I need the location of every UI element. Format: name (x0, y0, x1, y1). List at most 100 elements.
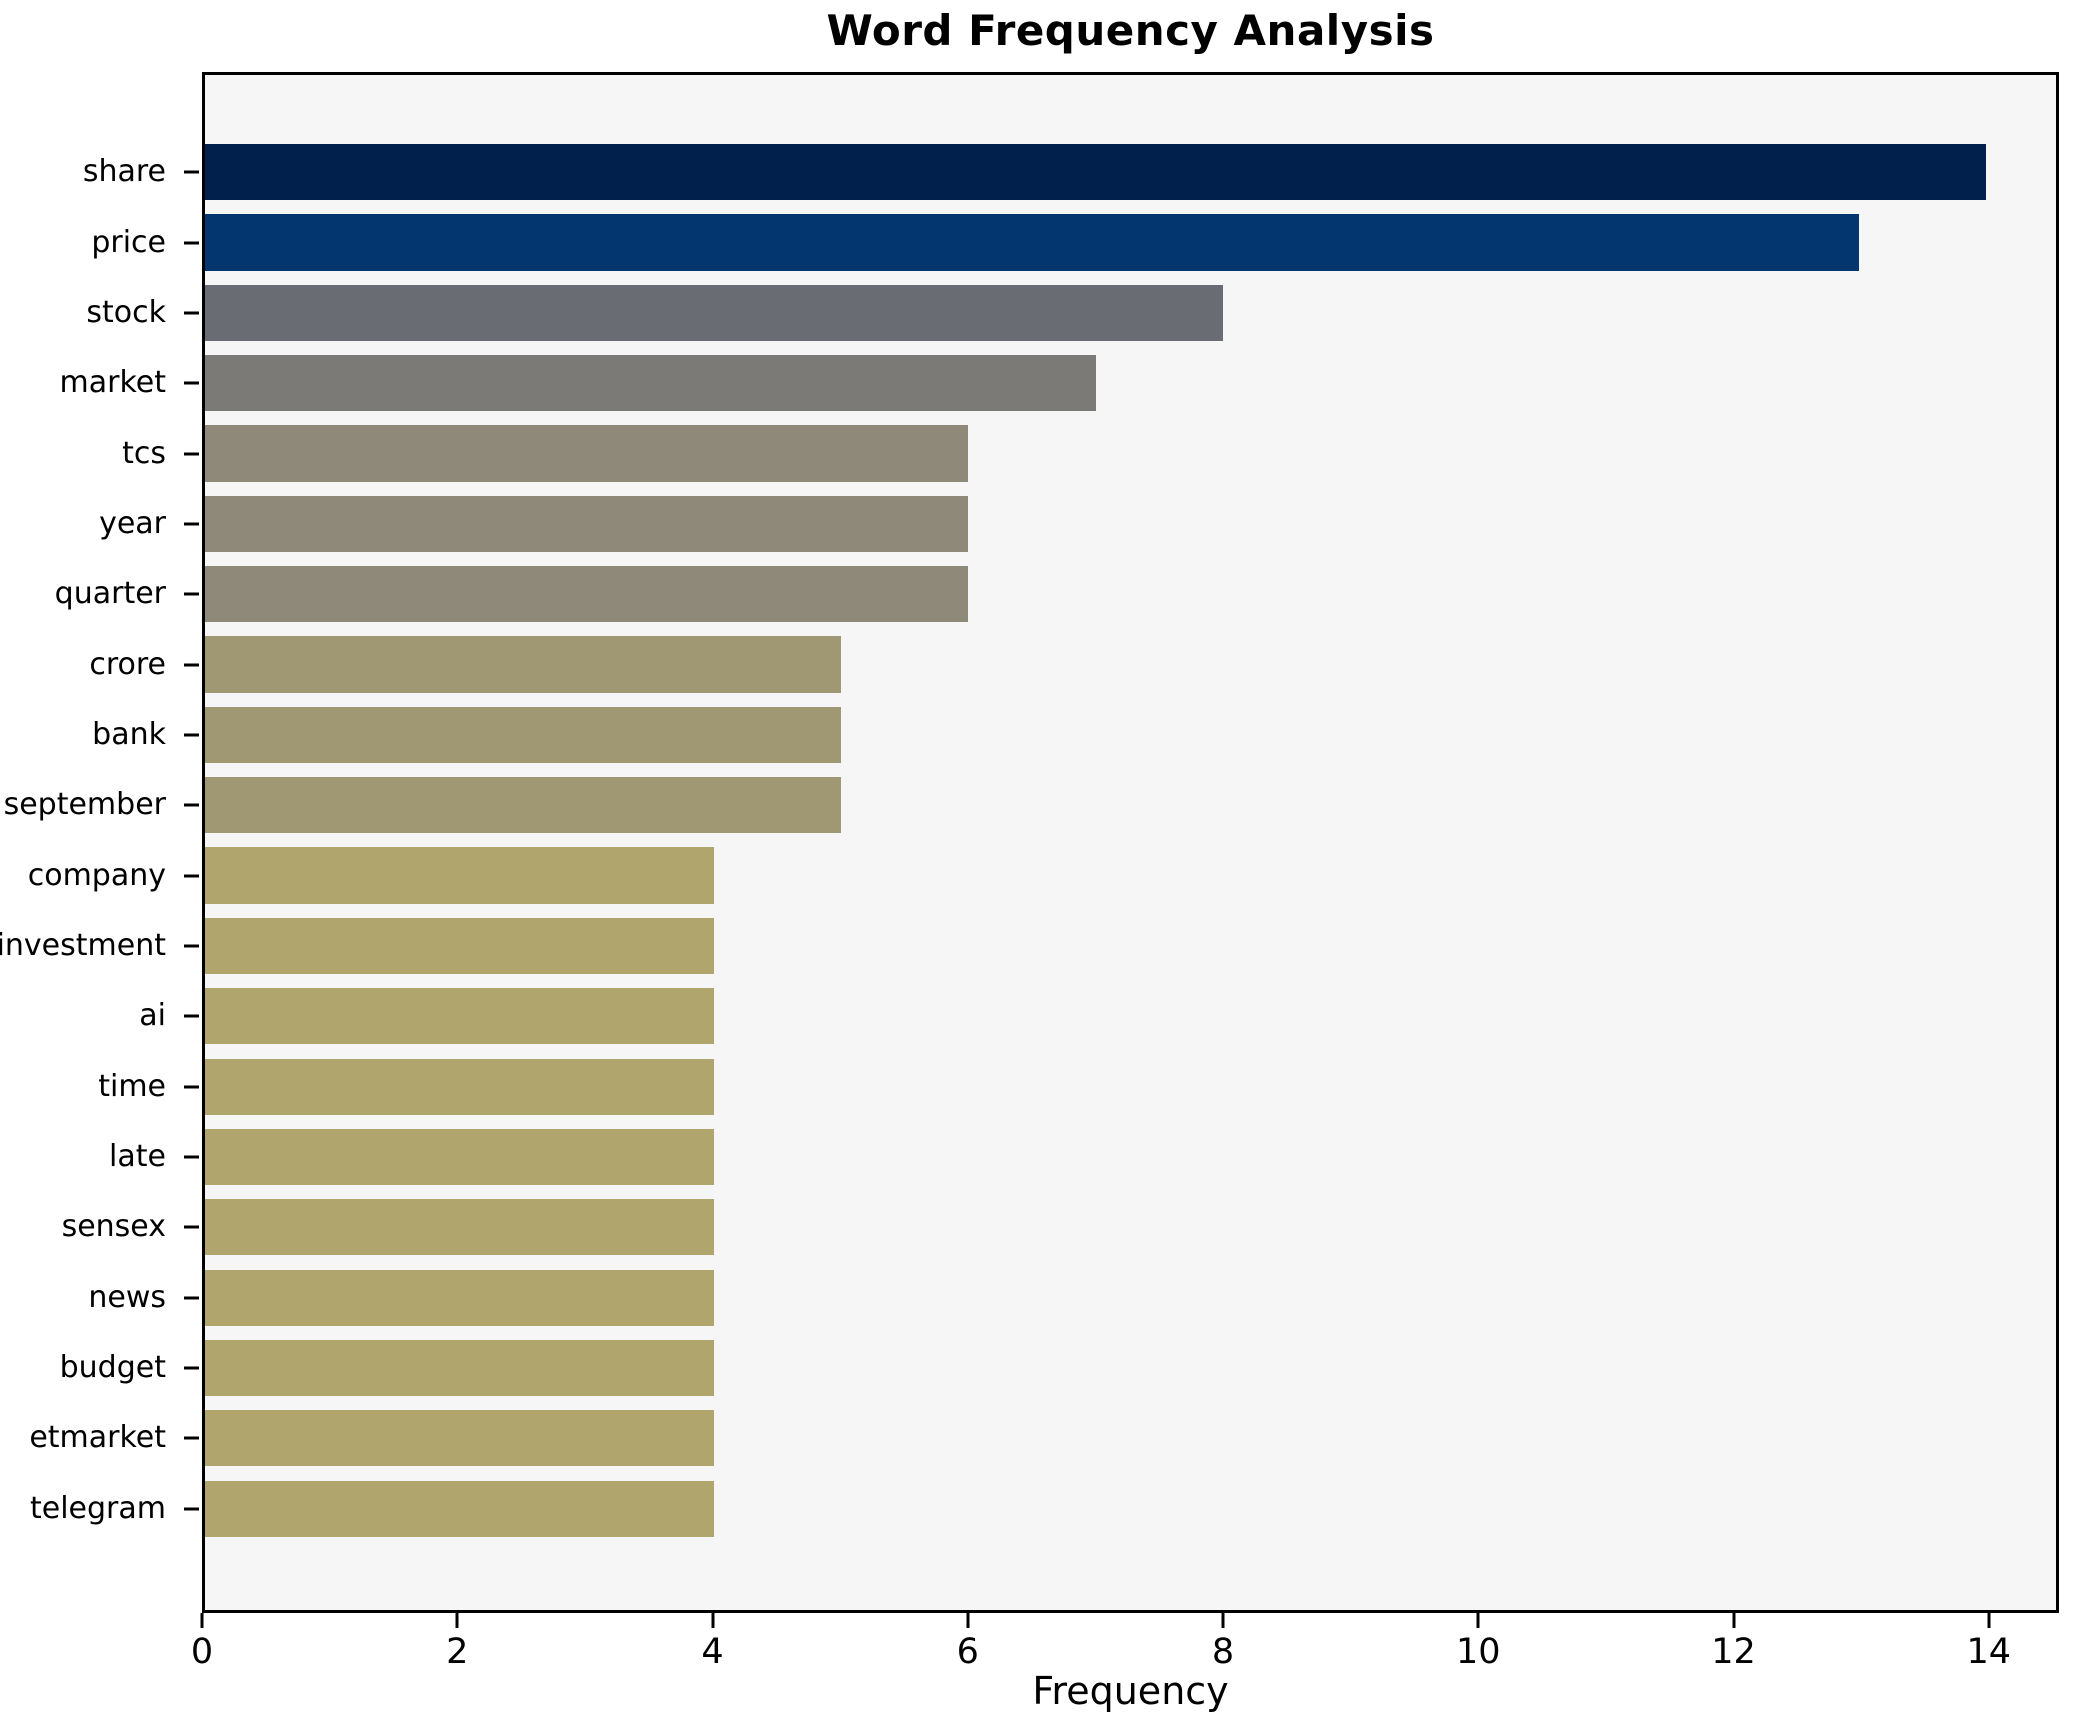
bar-row: year (99, 489, 2056, 559)
y-tick-mark (184, 381, 199, 385)
x-tick-mark (1476, 1613, 1480, 1628)
y-tick-mark (184, 733, 199, 737)
bar-budget (205, 1339, 714, 1397)
x-tick-label-14: 14 (1966, 1632, 2012, 1672)
bar-company (205, 847, 714, 904)
y-tick-label-market: market (59, 365, 166, 401)
bar-bank (205, 706, 842, 764)
chart-title: Word Frequency Analysis (826, 6, 1435, 55)
y-tick-label-tcs: tcs (122, 435, 166, 471)
bar-late (205, 1128, 714, 1186)
x-tick-label-8: 8 (1211, 1632, 1235, 1672)
bar-stock (205, 284, 1223, 341)
bar-row: ai (139, 981, 2056, 1051)
y-tick-mark (184, 311, 199, 315)
bar-market (205, 355, 1096, 412)
y-tick-mark (184, 1507, 199, 1511)
bars-container: share price stock market tcs year quarter crore… (0, 137, 2056, 1544)
bar-etmarket (205, 1410, 714, 1467)
y-tick-mark (184, 522, 199, 526)
bar-row: crore (89, 629, 2056, 699)
bar-row: quarter (55, 559, 2056, 629)
bar-september (205, 777, 842, 834)
x-axis-label: Frequency (1032, 1669, 1229, 1713)
y-tick-label-telegram: telegram (30, 1490, 166, 1526)
bar-crore (205, 636, 842, 693)
bar-row: share (83, 137, 2056, 207)
y-tick-label-september: september (3, 787, 166, 823)
y-tick-label-crore: crore (89, 646, 166, 682)
bar-quarter (205, 566, 969, 623)
bar-year (205, 495, 969, 553)
bar-row: stock (86, 278, 2056, 348)
y-tick-mark (184, 1155, 199, 1159)
y-tick-mark (184, 1085, 199, 1089)
bar-row: september (4, 770, 2056, 840)
x-tick-label-10: 10 (1456, 1632, 1501, 1672)
bar-row: telegram (30, 1474, 2056, 1544)
y-tick-label-stock: stock (86, 294, 166, 330)
y-tick-mark (184, 592, 199, 596)
y-tick-label-time: time (98, 1068, 166, 1104)
y-tick-mark (184, 452, 199, 456)
y-tick-mark (184, 874, 199, 878)
bar-row: company (28, 840, 2056, 910)
x-tick-mark (966, 1613, 970, 1628)
bar-time (205, 1058, 714, 1115)
bar-row: news (88, 1263, 2056, 1333)
y-tick-mark (184, 663, 199, 667)
y-tick-label-etmarket: etmarket (29, 1420, 166, 1456)
bar-row: market (60, 348, 2056, 418)
bar-row: sensex (62, 1192, 2056, 1262)
plot-area: share price stock market tcs year quarter crore… (0, 72, 2059, 1613)
bar-row: bank (92, 700, 2056, 770)
y-tick-mark (184, 944, 199, 948)
bar-row: price (91, 207, 2056, 277)
bar-row: budget (60, 1333, 2056, 1403)
x-tick-label-2: 2 (446, 1632, 469, 1672)
y-tick-label-sensex: sensex (61, 1209, 166, 1245)
y-tick-label-share: share (82, 154, 166, 190)
y-tick-label-bank: bank (92, 716, 166, 752)
y-tick-mark (184, 803, 199, 807)
bar-price (205, 214, 1859, 271)
y-tick-mark (184, 1366, 199, 1370)
bar-news (205, 1269, 714, 1326)
y-tick-mark (184, 170, 199, 174)
y-tick-mark (184, 1014, 199, 1018)
y-tick-label-late: late (109, 1138, 166, 1174)
x-tick-mark (1732, 1613, 1736, 1628)
y-tick-mark (184, 1225, 199, 1229)
x-tick-mark (200, 1613, 204, 1628)
y-tick-label-investment: investment (0, 927, 166, 963)
bar-share (205, 144, 1987, 201)
y-tick-mark (184, 1436, 199, 1440)
y-tick-label-quarter: quarter (54, 576, 166, 612)
y-tick-label-year: year (99, 505, 166, 541)
bar-investment (205, 917, 714, 975)
y-tick-label-budget: budget (59, 1350, 166, 1386)
y-tick-label-price: price (91, 224, 166, 260)
x-tick-label-6: 6 (956, 1632, 979, 1672)
x-tick-label-12: 12 (1711, 1632, 1756, 1672)
bar-row: etmarket (29, 1403, 2056, 1473)
x-tick-mark (711, 1613, 714, 1628)
y-tick-label-ai: ai (139, 998, 166, 1034)
y-tick-label-news: news (88, 1279, 166, 1315)
bar-row: late (109, 1122, 2056, 1192)
x-tick-label-4: 4 (701, 1632, 724, 1672)
bar-row: time (98, 1051, 2056, 1121)
bar-tcs (205, 425, 969, 482)
bar-sensex (205, 1199, 714, 1256)
bar-telegram (205, 1480, 714, 1537)
x-tick-mark (455, 1613, 459, 1628)
bar-ai (205, 988, 714, 1045)
bar-row: investment (0, 911, 2056, 981)
y-tick-label-company: company (27, 857, 166, 893)
bar-row: tcs (122, 418, 2056, 488)
x-tick-label-0: 0 (190, 1632, 214, 1672)
x-tick-mark (1221, 1613, 1225, 1628)
y-tick-mark (184, 241, 199, 245)
y-tick-mark (184, 1296, 199, 1300)
